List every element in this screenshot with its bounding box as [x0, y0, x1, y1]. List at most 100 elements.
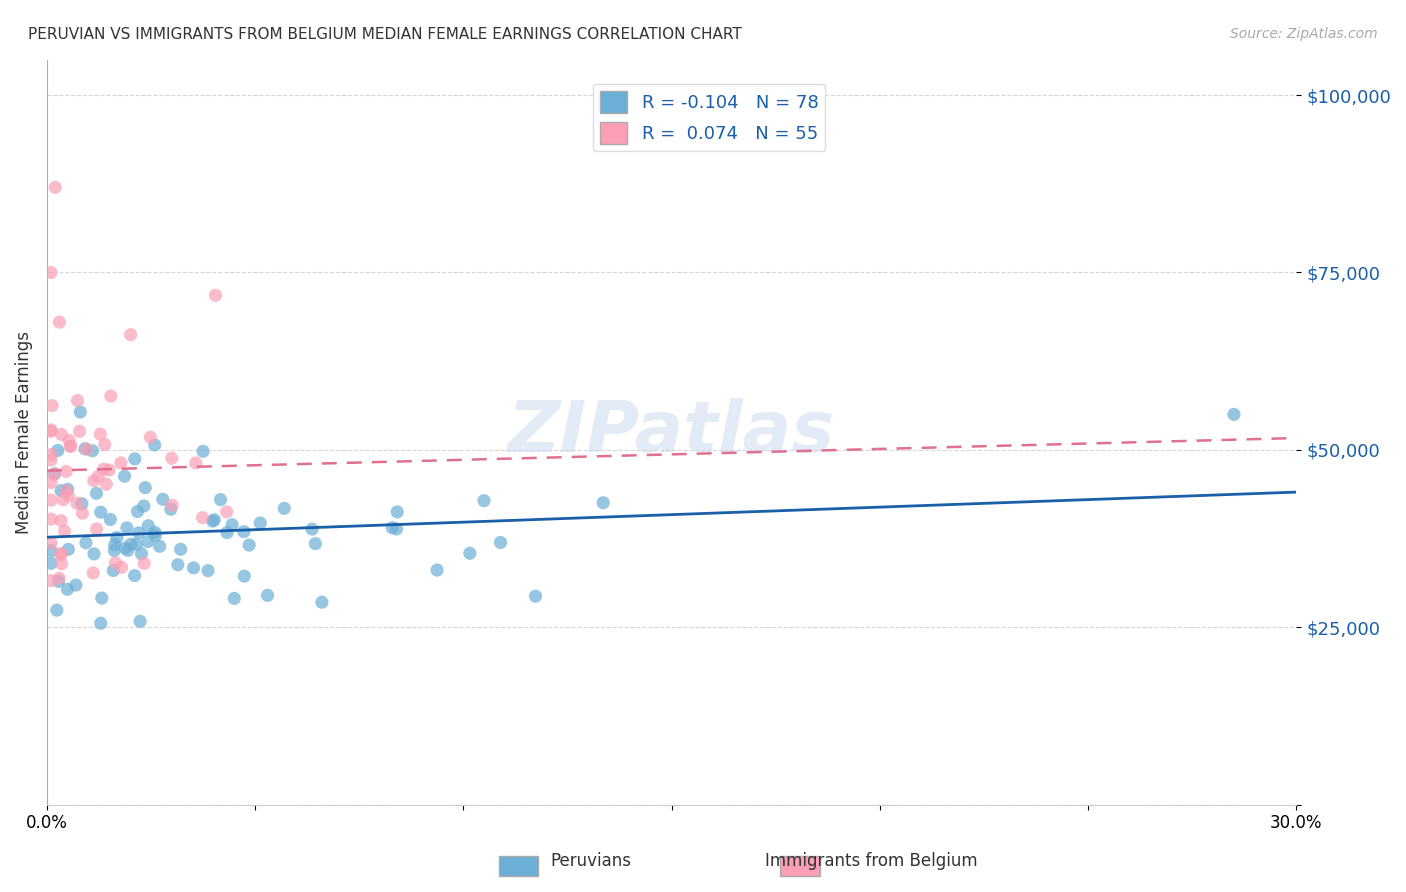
- Peruvians: [90, 616, 112, 631]
- Peruvians: [127, 504, 149, 518]
- Peruvians: [249, 516, 271, 530]
- Peruvians: [129, 615, 152, 629]
- Peruvians: [114, 541, 136, 556]
- Text: Peruvians: Peruvians: [550, 852, 631, 870]
- Peruvians: [143, 528, 166, 542]
- Immigrants from Belgium: [87, 469, 110, 483]
- Peruvians: [104, 538, 127, 552]
- Peruvians: [44, 467, 66, 481]
- Immigrants from Belgium: [59, 439, 82, 453]
- Y-axis label: Median Female Earnings: Median Female Earnings: [15, 331, 32, 533]
- Peruvians: [103, 543, 125, 558]
- Peruvians: [56, 483, 79, 497]
- Peruvians: [221, 517, 243, 532]
- Peruvians: [143, 525, 166, 540]
- Peruvians: [232, 524, 254, 539]
- Peruvians: [489, 535, 512, 549]
- Peruvians: [83, 547, 105, 561]
- Immigrants from Belgium: [89, 427, 111, 442]
- Immigrants from Belgium: [160, 499, 183, 513]
- Immigrants from Belgium: [51, 427, 73, 442]
- Peruvians: [65, 578, 87, 592]
- Peruvians: [426, 563, 449, 577]
- Peruvians: [1223, 408, 1246, 422]
- Peruvians: [114, 469, 136, 483]
- Peruvians: [39, 543, 62, 558]
- Immigrants from Belgium: [110, 560, 132, 574]
- Peruvians: [120, 537, 142, 551]
- Immigrants from Belgium: [49, 546, 72, 560]
- Immigrants from Belgium: [48, 571, 70, 585]
- Peruvians: [472, 493, 495, 508]
- Peruvians: [152, 492, 174, 507]
- Immigrants from Belgium: [39, 512, 62, 526]
- Immigrants from Belgium: [93, 462, 115, 476]
- Peruvians: [136, 534, 159, 549]
- Text: ZIPatlas: ZIPatlas: [508, 398, 835, 467]
- Peruvians: [169, 542, 191, 557]
- Peruvians: [46, 443, 69, 458]
- Immigrants from Belgium: [94, 437, 117, 451]
- Peruvians: [58, 542, 80, 557]
- Peruvians: [159, 502, 181, 516]
- Peruvians: [215, 525, 238, 540]
- Peruvians: [117, 543, 139, 558]
- Immigrants from Belgium: [83, 474, 105, 488]
- Immigrants from Belgium: [53, 524, 76, 538]
- Peruvians: [385, 522, 408, 536]
- Peruvians: [90, 505, 112, 519]
- Text: Source: ZipAtlas.com: Source: ZipAtlas.com: [1230, 27, 1378, 41]
- Immigrants from Belgium: [215, 505, 238, 519]
- Immigrants from Belgium: [66, 393, 89, 408]
- Immigrants from Belgium: [120, 327, 142, 342]
- Peruvians: [592, 496, 614, 510]
- Peruvians: [115, 521, 138, 535]
- Peruvians: [238, 538, 260, 552]
- Peruvians: [209, 492, 232, 507]
- Immigrants from Belgium: [191, 510, 214, 524]
- Immigrants from Belgium: [100, 389, 122, 403]
- Immigrants from Belgium: [72, 506, 94, 520]
- Immigrants from Belgium: [52, 492, 75, 507]
- Peruvians: [202, 513, 225, 527]
- Immigrants from Belgium: [39, 574, 62, 588]
- Peruvians: [273, 501, 295, 516]
- Peruvians: [256, 588, 278, 602]
- Immigrants from Belgium: [58, 434, 80, 448]
- Immigrants from Belgium: [69, 424, 91, 438]
- Peruvians: [143, 438, 166, 452]
- Immigrants from Belgium: [49, 514, 72, 528]
- Immigrants from Belgium: [41, 399, 63, 413]
- Immigrants from Belgium: [49, 548, 72, 562]
- Immigrants from Belgium: [39, 493, 62, 508]
- Peruvians: [103, 564, 125, 578]
- Peruvians: [304, 536, 326, 550]
- Peruvians: [124, 451, 146, 466]
- Peruvians: [149, 539, 172, 553]
- Immigrants from Belgium: [86, 522, 108, 536]
- Peruvians: [82, 443, 104, 458]
- Immigrants from Belgium: [96, 477, 118, 491]
- Peruvians: [224, 591, 246, 606]
- Peruvians: [56, 582, 79, 597]
- Peruvians: [48, 574, 70, 589]
- Peruvians: [105, 531, 128, 545]
- Peruvians: [197, 564, 219, 578]
- Peruvians: [49, 483, 72, 498]
- Immigrants from Belgium: [39, 453, 62, 467]
- Peruvians: [86, 486, 108, 500]
- Peruvians: [191, 444, 214, 458]
- Peruvians: [69, 405, 91, 419]
- Immigrants from Belgium: [66, 496, 89, 510]
- Peruvians: [39, 556, 62, 570]
- Immigrants from Belgium: [51, 557, 73, 571]
- Immigrants from Belgium: [110, 456, 132, 470]
- Text: PERUVIAN VS IMMIGRANTS FROM BELGIUM MEDIAN FEMALE EARNINGS CORRELATION CHART: PERUVIAN VS IMMIGRANTS FROM BELGIUM MEDI…: [28, 27, 742, 42]
- Peruvians: [125, 537, 148, 551]
- Immigrants from Belgium: [39, 475, 62, 490]
- Peruvians: [131, 547, 153, 561]
- Peruvians: [134, 481, 156, 495]
- Peruvians: [233, 569, 256, 583]
- Immigrants from Belgium: [39, 265, 62, 279]
- Immigrants from Belgium: [134, 557, 156, 571]
